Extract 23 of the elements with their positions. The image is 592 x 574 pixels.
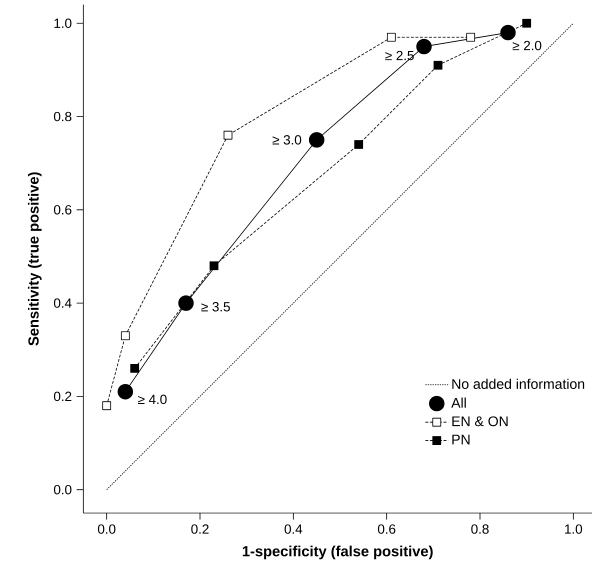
legend-label: EN & ON bbox=[452, 416, 508, 426]
x-tick-label: 0.4 bbox=[284, 524, 302, 534]
x-tick-label: 0.6 bbox=[378, 524, 396, 534]
x-tick-label: 0.2 bbox=[191, 524, 209, 534]
annotation: ≥ 2.0 bbox=[512, 40, 542, 50]
y-tick-label: 0.8 bbox=[54, 112, 72, 122]
x-axis-title: 1-specificity (false positive) bbox=[242, 546, 433, 560]
legend-label: PN bbox=[452, 434, 470, 444]
y-tick-label: 0.0 bbox=[54, 484, 72, 494]
y-tick-label: 0.6 bbox=[54, 205, 72, 215]
x-tick-label: 0.8 bbox=[471, 524, 489, 534]
legend-label: All bbox=[451, 398, 466, 408]
y-tick-label: 0.2 bbox=[54, 392, 72, 402]
legend-label: No added information bbox=[452, 378, 584, 389]
annotation: ≥ 4.0 bbox=[138, 394, 167, 404]
annotation: ≥ 2.5 bbox=[385, 50, 414, 60]
y-tick-label: 0.4 bbox=[54, 298, 72, 308]
annotation: ≥ 3.5 bbox=[201, 302, 230, 312]
y-tick-label: 1.0 bbox=[54, 18, 72, 28]
annotation: ≥ 3.0 bbox=[272, 135, 302, 145]
x-tick-label: 1.0 bbox=[565, 524, 582, 534]
y-axis-title: Sensitivity (true positive) bbox=[28, 172, 42, 346]
x-tick-label: 0.0 bbox=[98, 524, 116, 534]
